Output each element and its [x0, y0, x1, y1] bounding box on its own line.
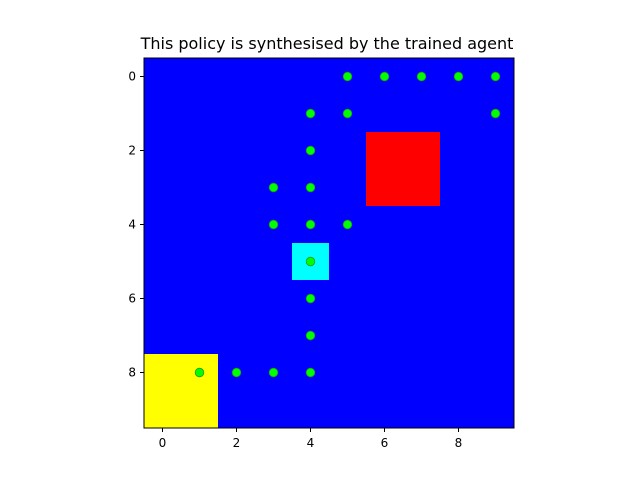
path-point-3 — [453, 71, 464, 82]
path-point-10 — [305, 182, 316, 193]
path-point-8 — [305, 145, 316, 156]
y-tick-label-0: 0 — [128, 70, 136, 84]
path-point-6 — [342, 108, 353, 119]
x-tick-label-0: 0 — [159, 436, 167, 450]
path-point-17 — [194, 367, 205, 378]
path-point-14 — [305, 256, 316, 267]
y-tick-label-2: 4 — [128, 218, 136, 232]
path-point-2 — [416, 71, 427, 82]
path-point-5 — [305, 108, 316, 119]
path-point-16 — [305, 330, 316, 341]
x-tick-label-1: 2 — [233, 436, 241, 450]
x-tick-label-2: 4 — [307, 436, 315, 450]
path-point-1 — [379, 71, 390, 82]
path-point-0 — [342, 71, 353, 82]
path-point-19 — [268, 367, 279, 378]
region-2 — [144, 354, 218, 428]
plot-area — [144, 58, 514, 428]
y-tick-label-4: 8 — [128, 366, 136, 380]
path-point-7 — [490, 108, 501, 119]
path-point-11 — [268, 219, 279, 230]
path-point-18 — [231, 367, 242, 378]
region-0 — [366, 132, 440, 206]
axes-frame — [143, 57, 515, 429]
y-tick-label-1: 2 — [128, 144, 136, 158]
path-point-9 — [268, 182, 279, 193]
path-point-20 — [305, 367, 316, 378]
axes: 0 2 4 6 8 0 2 4 6 8 — [128, 57, 515, 450]
x-tick-label-3: 6 — [381, 436, 389, 450]
x-tick-label-4: 8 — [455, 436, 463, 450]
path-point-4 — [490, 71, 501, 82]
path-point-12 — [305, 219, 316, 230]
chart-title: This policy is synthesised by the traine… — [140, 34, 514, 53]
path-point-13 — [342, 219, 353, 230]
path-point-15 — [305, 293, 316, 304]
y-tick-label-3: 6 — [128, 292, 136, 306]
